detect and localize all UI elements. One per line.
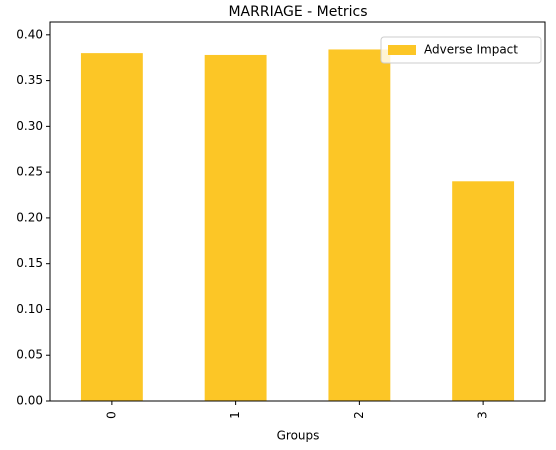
y-tick-label: 0.35 <box>16 73 43 87</box>
y-tick-label: 0.15 <box>16 256 43 270</box>
legend-swatch <box>388 45 416 55</box>
x-tick-label: 0 <box>104 411 118 419</box>
bar <box>452 181 515 401</box>
chart-title: MARRIAGE - Metrics <box>228 4 367 20</box>
y-tick-label: 0.00 <box>16 394 43 408</box>
bar <box>204 54 267 402</box>
y-tick-label: 0.40 <box>16 27 43 41</box>
plot-frame <box>49 21 546 402</box>
y-tick-label: 0.20 <box>16 210 43 224</box>
x-axis-label: Groups <box>277 429 320 443</box>
legend-box <box>380 36 542 64</box>
bar <box>328 49 391 401</box>
y-tick-label: 0.10 <box>16 302 43 316</box>
bar <box>80 53 143 401</box>
x-tick-label: 3 <box>476 411 490 419</box>
y-tick-label: 0.30 <box>16 119 43 133</box>
y-tick-label: 0.05 <box>16 348 43 362</box>
legend-label: Adverse Impact <box>424 43 518 57</box>
x-tick-label: 1 <box>228 411 242 419</box>
x-tick-label: 2 <box>352 411 366 419</box>
y-tick-label: 0.25 <box>16 165 43 179</box>
